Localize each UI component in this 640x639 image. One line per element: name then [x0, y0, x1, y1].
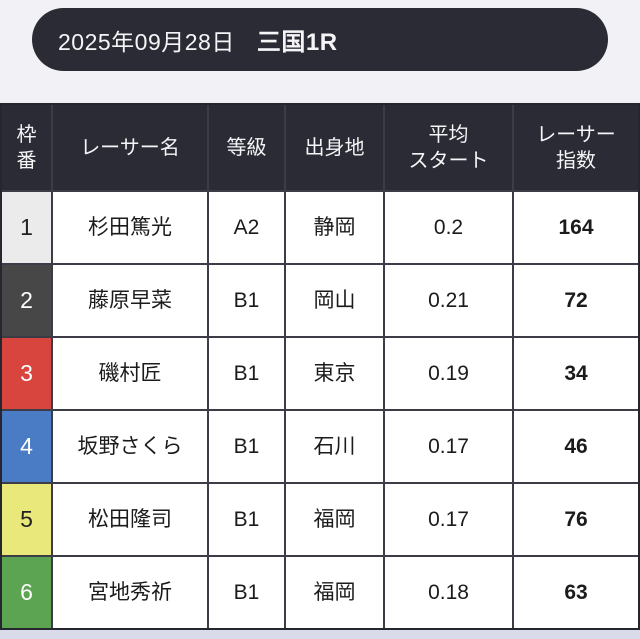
column-header-grade: 等級	[209, 105, 284, 190]
column-header-name: レーサー名	[53, 105, 207, 190]
grade-cell: B1	[209, 484, 284, 555]
column-header-origin: 出身地	[286, 105, 383, 190]
grade-cell: B1	[209, 265, 284, 336]
racer-index-cell: 164	[514, 192, 638, 263]
column-header-index: レーサー 指数	[514, 105, 638, 190]
frame-number-cell: 4	[2, 411, 51, 482]
racer-index-cell: 34	[514, 338, 638, 409]
avg-start-cell: 0.21	[385, 265, 512, 336]
grade-cell: A2	[209, 192, 284, 263]
racer-name-cell: 磯村匠	[53, 338, 207, 409]
bottom-strip	[0, 630, 640, 639]
frame-number-cell: 6	[2, 557, 51, 628]
racer-table: 枠 番 レーサー名 等級 出身地 平均 スタート レーサー 指数 1 杉田篤光 …	[0, 103, 640, 630]
race-name: 三国1R	[256, 29, 338, 56]
frame-number-cell: 5	[2, 484, 51, 555]
origin-cell: 静岡	[286, 192, 383, 263]
origin-cell: 岡山	[286, 265, 383, 336]
frame-number-cell: 3	[2, 338, 51, 409]
origin-cell: 東京	[286, 338, 383, 409]
origin-cell: 石川	[286, 411, 383, 482]
racer-name-cell: 杉田篤光	[53, 192, 207, 263]
grade-cell: B1	[209, 557, 284, 628]
racer-name-cell: 宮地秀祈	[53, 557, 207, 628]
racer-index-cell: 72	[514, 265, 638, 336]
racer-index-cell: 76	[514, 484, 638, 555]
race-date: 2025年09月28日	[58, 28, 235, 55]
column-header-frame: 枠 番	[2, 105, 51, 190]
origin-cell: 福岡	[286, 484, 383, 555]
grade-cell: B1	[209, 338, 284, 409]
racer-name-cell: 松田隆司	[53, 484, 207, 555]
racer-index-cell: 46	[514, 411, 638, 482]
racer-name-cell: 藤原早菜	[53, 265, 207, 336]
origin-cell: 福岡	[286, 557, 383, 628]
racer-name-cell: 坂野さくら	[53, 411, 207, 482]
avg-start-cell: 0.17	[385, 411, 512, 482]
avg-start-cell: 0.2	[385, 192, 512, 263]
avg-start-cell: 0.19	[385, 338, 512, 409]
avg-start-cell: 0.17	[385, 484, 512, 555]
avg-start-cell: 0.18	[385, 557, 512, 628]
column-header-avg-start: 平均 スタート	[385, 105, 512, 190]
frame-number-cell: 2	[2, 265, 51, 336]
frame-number-cell: 1	[2, 192, 51, 263]
racer-index-cell: 63	[514, 557, 638, 628]
grade-cell: B1	[209, 411, 284, 482]
race-title-bar: 2025年09月28日 三国1R	[32, 8, 608, 71]
